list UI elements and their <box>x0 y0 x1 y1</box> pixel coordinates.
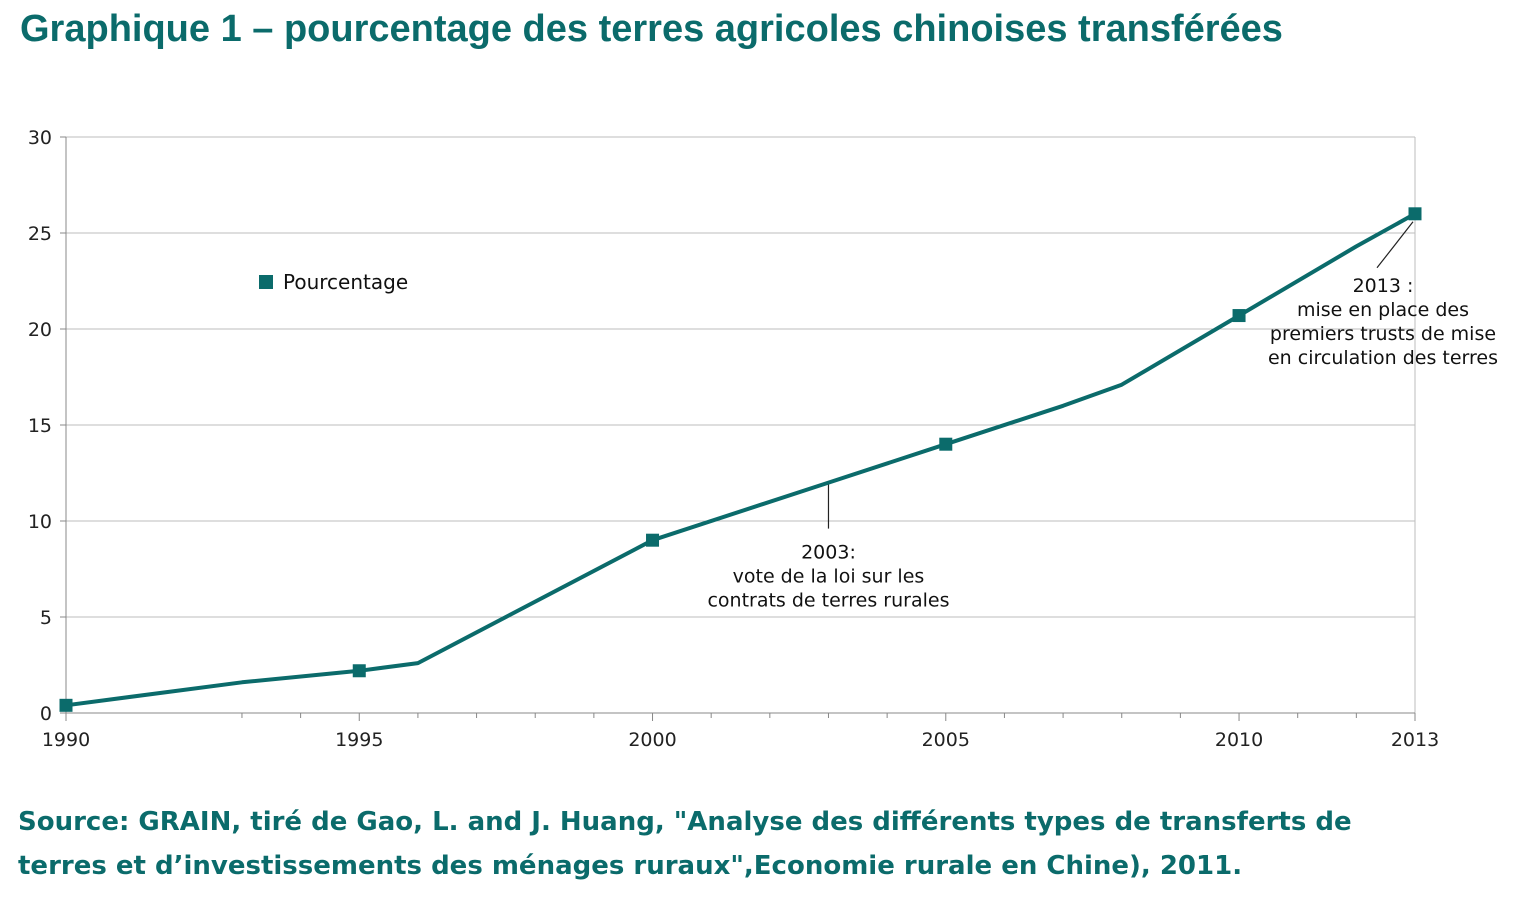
data-point-marker <box>1232 309 1246 323</box>
annotation-text-line: en circulation des terres <box>1268 347 1498 369</box>
data-point-marker <box>646 533 660 547</box>
annotation-text-line: vote de la loi sur les <box>733 566 925 588</box>
y-tick-label: 20 <box>28 319 52 341</box>
y-tick-label: 25 <box>28 223 52 245</box>
series-line-pourcentage <box>64 211 1417 708</box>
annotation-text-line: 2003: <box>801 542 856 564</box>
source-line-2: terres et d’investissements des ménages … <box>18 851 1243 881</box>
legend-label: Pourcentage <box>283 270 408 294</box>
annotation-text-line: premiers trusts de mise <box>1270 323 1496 345</box>
chart-title: Graphique 1 – pourcentage des terres agr… <box>20 8 1283 50</box>
source-line-1: Source: GRAIN, tiré de Gao, L. and J. Hu… <box>18 807 1352 837</box>
source-note: Source: GRAIN, tiré de Gao, L. and J. Hu… <box>18 800 1498 888</box>
x-tick-label: 2000 <box>628 729 676 751</box>
annotation-leader-line <box>1376 221 1414 269</box>
data-point-marker <box>1408 207 1422 221</box>
y-tick-label: 0 <box>40 703 52 725</box>
x-tick-label: 1990 <box>42 729 90 751</box>
series-layer <box>59 207 1422 712</box>
legend: Pourcentage <box>259 270 408 294</box>
y-tick-label: 30 <box>28 127 52 149</box>
x-tick-label: 2013 <box>1391 729 1439 751</box>
data-point-marker <box>939 437 953 451</box>
tick-labels: 0 5 10 15 20 25 30 1990 1995 2000 2005 2010 2013 <box>28 127 1439 751</box>
x-tick-label: 2005 <box>922 729 970 751</box>
y-tick-label: 15 <box>28 415 52 437</box>
axes <box>60 136 1416 721</box>
x-tick-label: 1995 <box>335 729 383 751</box>
annotation-leaders <box>827 221 1414 529</box>
annotation-text-line: 2013 : <box>1353 275 1414 297</box>
grid-lines <box>66 136 1415 618</box>
legend-marker <box>259 275 273 289</box>
annotation-text-line: mise en place des <box>1297 299 1469 321</box>
y-tick-label: 5 <box>40 607 52 629</box>
x-tick-label: 2010 <box>1215 729 1263 751</box>
annotation-text-line: contrats de terres rurales <box>707 590 949 612</box>
data-point-marker <box>59 698 73 712</box>
data-point-marker <box>352 664 366 678</box>
y-tick-label: 10 <box>28 511 52 533</box>
